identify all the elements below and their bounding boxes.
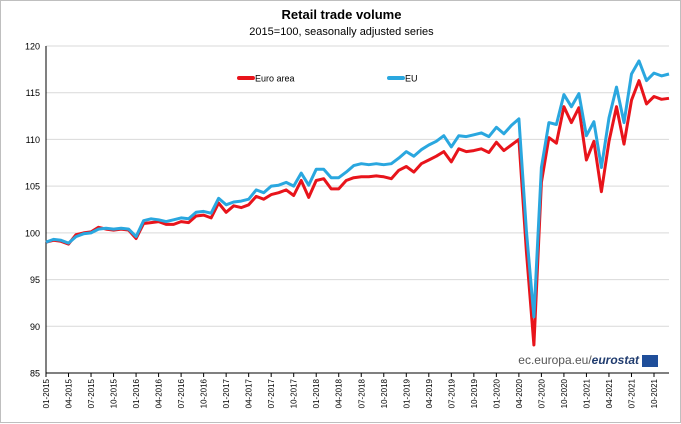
x-tick-label: 07-2018	[357, 378, 366, 408]
x-tick-label: 04-2015	[65, 378, 74, 408]
x-tick-label: 04-2020	[515, 378, 524, 408]
source-url: ec.europa.eu/	[518, 353, 592, 367]
source-credit: ec.europa.eu/eurostat	[518, 353, 658, 367]
x-tick-label: 07-2021	[627, 378, 636, 408]
x-tick-label: 01-2019	[402, 378, 411, 408]
x-tick-label: 10-2017	[290, 378, 299, 408]
x-tick-label: 04-2017	[245, 378, 254, 408]
legend-label: Euro area	[255, 74, 295, 84]
eu-flag-icon	[642, 354, 658, 367]
x-tick-label: 04-2018	[335, 378, 344, 408]
y-tick-label: 95	[30, 275, 40, 285]
series-lines	[45, 59, 670, 347]
x-tick-label: 01-2021	[582, 378, 591, 408]
x-tick-label: 07-2016	[177, 378, 186, 408]
x-tick-label: 04-2019	[425, 378, 434, 408]
axes: 85 90 95 100 105 110 115 120 01-2015 04-2015 07-20…	[25, 42, 669, 408]
y-tick-label: 90	[30, 322, 40, 332]
x-tick-label: 04-2016	[155, 378, 164, 408]
x-tick-label: 01-2016	[132, 378, 141, 408]
x-tick-label: 01-2018	[312, 378, 321, 408]
x-tick-label: 01-2015	[42, 378, 51, 408]
y-tick-label: 100	[25, 228, 40, 238]
x-tick-label: 01-2020	[492, 378, 501, 408]
eurostat-logo-text: eurostat	[591, 353, 639, 367]
y-tick-label: 120	[25, 42, 40, 52]
x-tick-label: 10-2016	[200, 378, 209, 408]
y-tick-label: 110	[26, 135, 40, 145]
x-tick-label: 10-2018	[380, 378, 389, 408]
x-tick-label: 07-2015	[87, 378, 96, 408]
legend: Euro area EU	[237, 74, 418, 84]
x-tick-label: 07-2020	[537, 378, 546, 408]
x-tick-label: 01-2017	[222, 378, 231, 408]
y-tick-label: 85	[30, 369, 40, 379]
series-line-eu	[45, 59, 670, 319]
y-tick-label: 105	[25, 182, 40, 192]
x-tick-label: 04-2021	[605, 378, 614, 408]
x-tick-label: 10-2019	[470, 378, 479, 408]
x-tick-label: 10-2015	[110, 378, 119, 408]
series-line-euro-area	[45, 79, 670, 347]
y-tick-label: 115	[26, 88, 40, 98]
x-tick-label: 07-2019	[447, 378, 456, 408]
chart-subtitle: 2015=100, seasonally adjusted series	[249, 26, 434, 38]
x-tick-label: 10-2020	[560, 378, 569, 408]
x-tick-label: 07-2017	[267, 378, 276, 408]
x-tick-label: 10-2021	[650, 378, 659, 408]
legend-label: EU	[405, 74, 418, 84]
chart-title: Retail trade volume	[281, 7, 402, 22]
gridlines	[46, 45, 669, 327]
